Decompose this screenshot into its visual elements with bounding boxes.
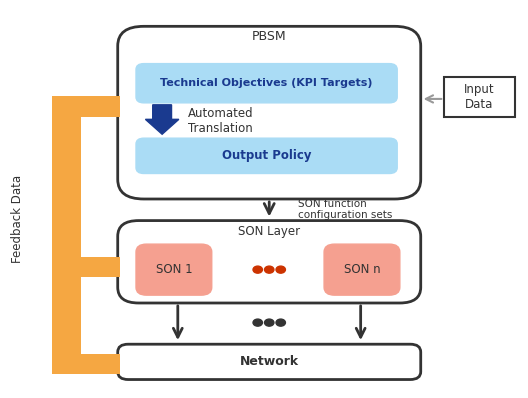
- Text: SON 1: SON 1: [156, 263, 192, 276]
- FancyBboxPatch shape: [136, 138, 397, 174]
- Bar: [444, 77, 515, 117]
- FancyBboxPatch shape: [136, 64, 397, 103]
- Circle shape: [253, 319, 262, 326]
- FancyBboxPatch shape: [118, 220, 421, 303]
- Bar: [52, 96, 120, 117]
- Circle shape: [265, 319, 274, 326]
- FancyBboxPatch shape: [324, 244, 400, 295]
- Bar: [52, 354, 120, 375]
- Text: SON Layer: SON Layer: [238, 225, 300, 238]
- Text: Automated
Translation: Automated Translation: [188, 107, 254, 135]
- Text: Network: Network: [240, 355, 299, 369]
- Bar: [52, 98, 81, 373]
- Polygon shape: [145, 105, 179, 134]
- Text: Output Policy: Output Policy: [222, 149, 312, 162]
- Bar: [52, 257, 120, 277]
- FancyBboxPatch shape: [136, 244, 212, 295]
- Text: Feedback Data: Feedback Data: [11, 175, 24, 263]
- FancyBboxPatch shape: [118, 26, 421, 199]
- Circle shape: [276, 319, 286, 326]
- Circle shape: [276, 266, 286, 273]
- Circle shape: [253, 266, 262, 273]
- Text: SON function
configuration sets: SON function configuration sets: [298, 199, 392, 220]
- Circle shape: [265, 266, 274, 273]
- Text: SON n: SON n: [344, 263, 380, 276]
- Text: PBSM: PBSM: [252, 29, 287, 43]
- Text: Technical Objectives (KPI Targets): Technical Objectives (KPI Targets): [161, 78, 373, 88]
- Text: Input
Data: Input Data: [464, 83, 495, 111]
- FancyBboxPatch shape: [118, 344, 421, 380]
